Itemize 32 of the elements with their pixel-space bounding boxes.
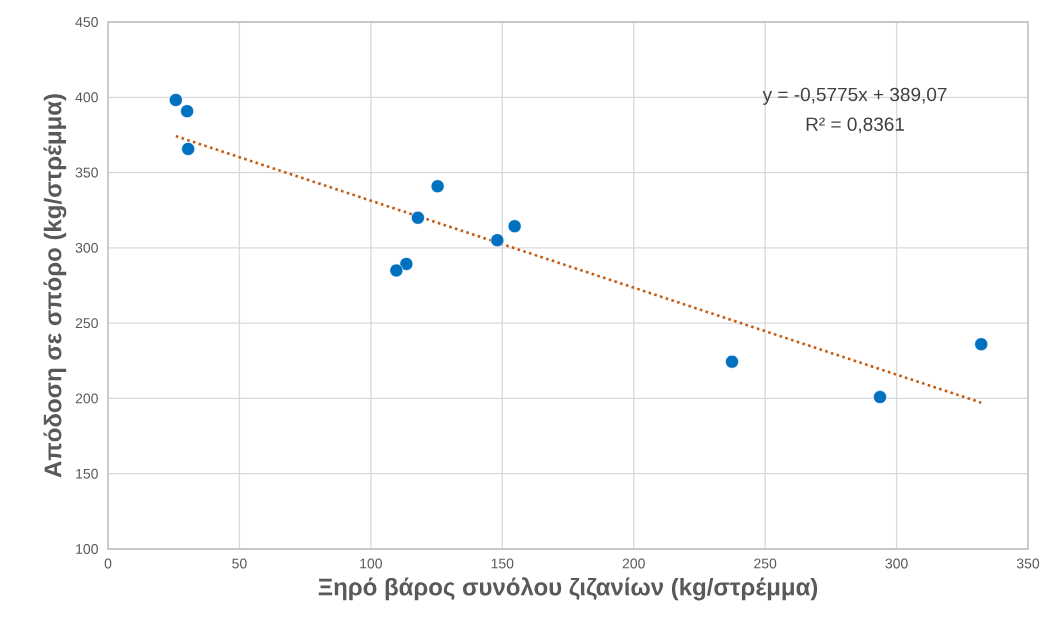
y-tick-label: 350: [75, 167, 98, 178]
y-tick-label: 200: [75, 393, 98, 404]
x-tick-label: 350: [1016, 558, 1040, 569]
y-axis-title: Απόδοση σε σπόρο (kg/στρέμμα): [43, 94, 67, 478]
x-tick-label: 200: [622, 558, 645, 569]
point: [873, 390, 887, 404]
point: [411, 210, 425, 225]
point: [725, 354, 739, 369]
x-tick-label: 100: [360, 558, 382, 569]
y-tick-label: 300: [75, 242, 98, 253]
annotation: y = -0,5775x + 389,07: [762, 87, 947, 105]
point: [490, 233, 505, 247]
y-tick-label: 250: [75, 318, 98, 329]
point: [507, 219, 522, 233]
point: [389, 263, 404, 278]
x-tick-label: 50: [232, 558, 247, 569]
x-tick-label: 0: [104, 558, 112, 569]
point: [180, 104, 194, 118]
x-axis-title: Ξηρό βάρος συνόλου ζιζανίων (kg/στρέμμα): [318, 577, 818, 601]
x-tick-label: 300: [885, 558, 908, 569]
y-tick-label: 400: [75, 92, 98, 103]
annotation: R² = 0,8361: [806, 117, 904, 134]
x-tick-label: 150: [491, 558, 514, 569]
point: [399, 257, 414, 271]
y-tick-label: 450: [75, 17, 98, 27]
point: [430, 179, 445, 194]
x-tick-label: 250: [754, 558, 777, 569]
point: [169, 93, 183, 107]
point: [974, 337, 989, 352]
y-tick-label: 100: [76, 544, 98, 554]
point: [181, 142, 195, 156]
y-tick-label: 150: [76, 468, 98, 479]
